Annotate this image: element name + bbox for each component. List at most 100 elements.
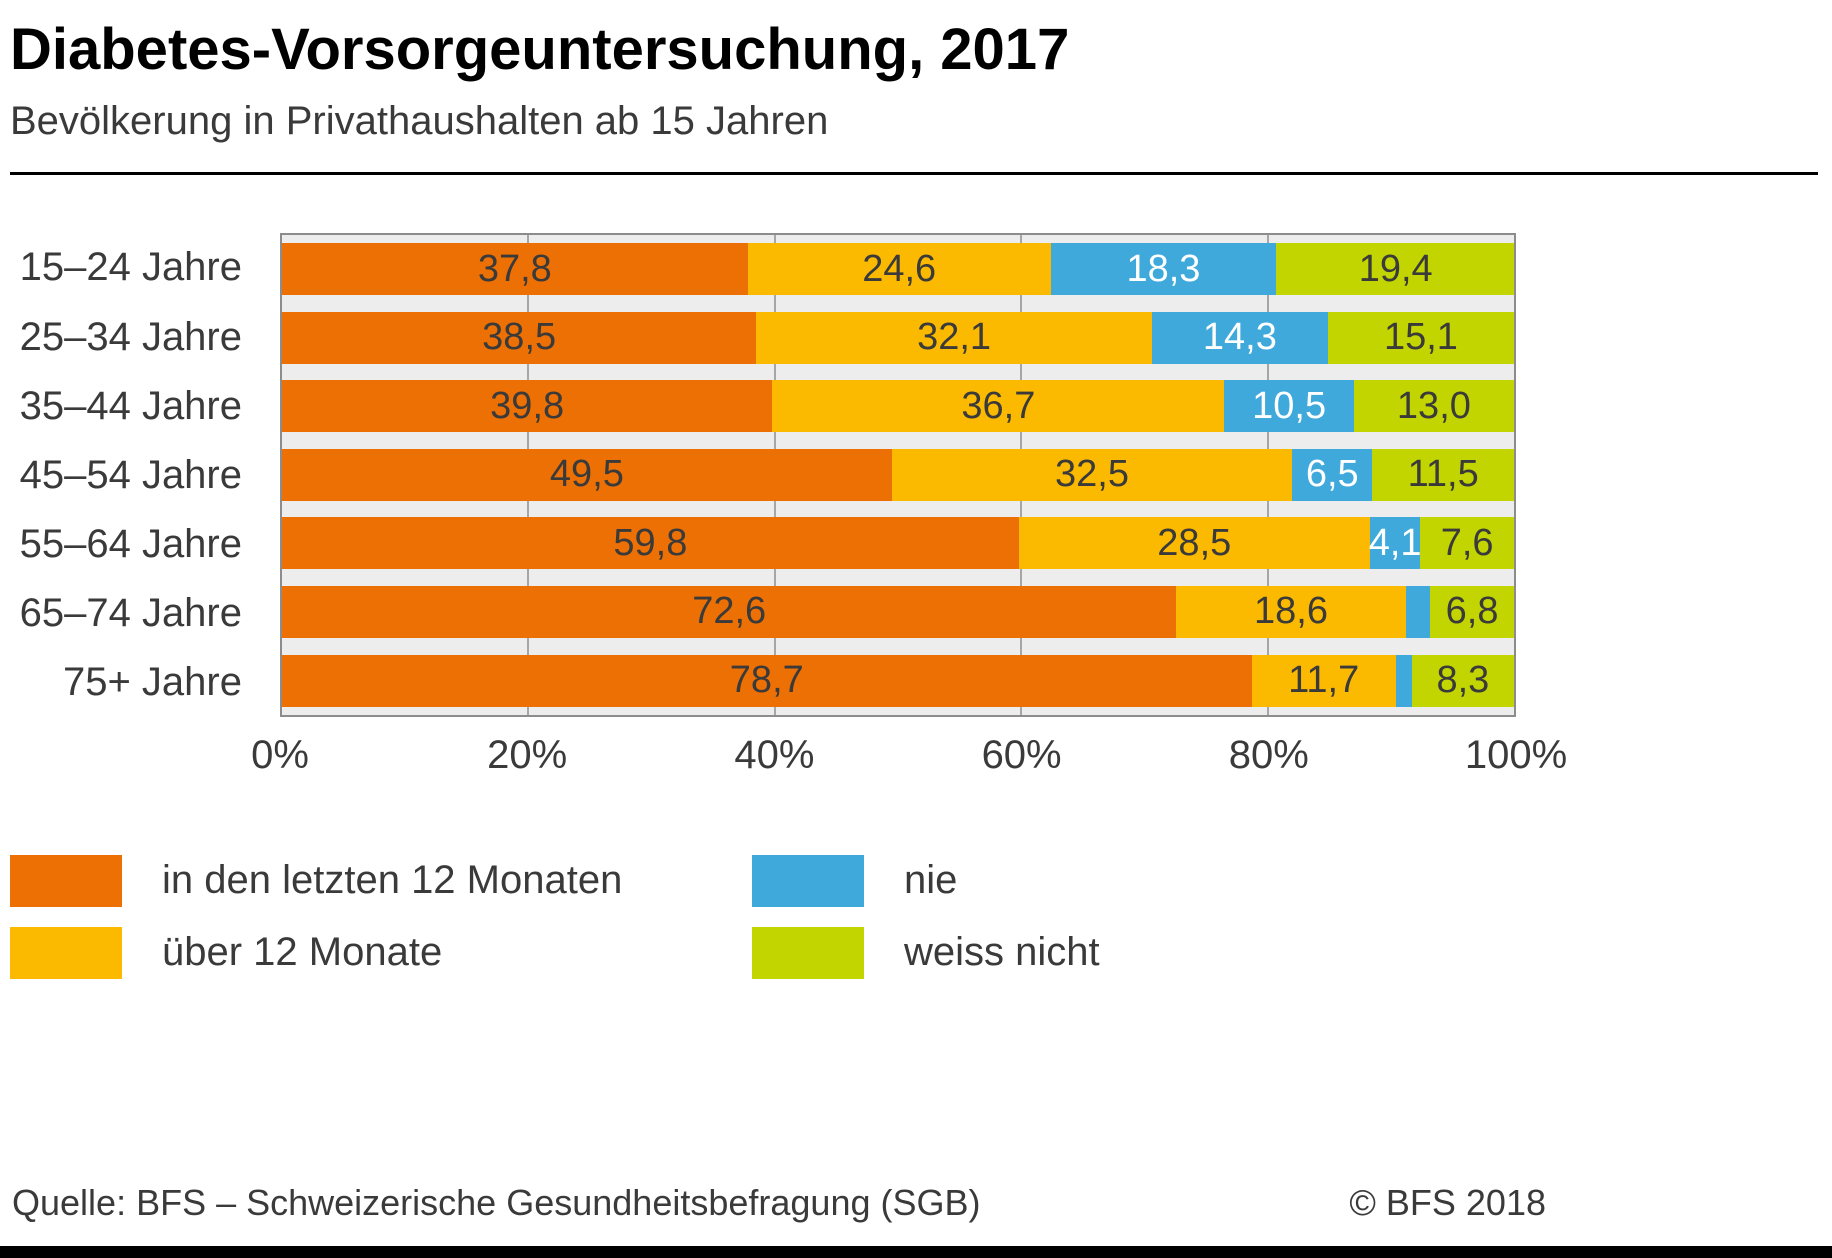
bar-segment: 24,6 [747,243,1051,296]
bar-value-label: 18,6 [1254,590,1328,633]
bar-segment: 28,5 [1018,517,1370,570]
bar-value-label: 14,3 [1202,316,1277,359]
legend-item: in den letzten 12 Monaten [10,854,752,907]
legend-label: weiss nicht [904,930,1100,975]
bar-row: 78,7 11,7 8,3 [282,654,1514,707]
x-tick-label: 40% [734,732,815,777]
bar-segment: 78,7 [282,654,1252,707]
bar-value-label: 32,1 [917,316,992,359]
bar-segment: 59,8 [282,517,1019,570]
legend-swatch [10,926,122,979]
legend-swatch [752,854,864,907]
bar-segment: 8,3 [1411,654,1514,707]
page: Diabetes-Vorsorgeuntersuchung, 2017 Bevö… [0,17,1832,1258]
bar-segment: 11,5 [1372,448,1514,501]
bar-segment [1395,654,1412,707]
category-label: 15–24 Jahre [19,245,242,290]
bar-segment: 10,5 [1224,380,1354,433]
legend-label: nie [904,858,958,903]
legend-item: weiss nicht [752,926,1100,979]
source-text: Quelle: BFS – Schweizerische Gesundheits… [12,1182,981,1223]
bar-row: 37,8 24,6 18,3 19,4 [282,243,1514,296]
category-label: 55–64 Jahre [19,522,242,567]
chart-subtitle: Bevölkerung in Privathaushalten ab 15 Ja… [10,98,829,143]
bar-row: 59,8 28,5 4,1 7,6 [282,517,1514,570]
x-axis: 0% 20% 40% 60% 80% 100% [251,727,1567,789]
bar-row: 39,8 36,7 10,5 13,0 [282,380,1514,433]
bar-segment: 72,6 [282,585,1177,638]
bar-value-label: 39,8 [490,384,565,427]
bar-value-label: 7,6 [1440,521,1494,564]
bar-value-label: 49,5 [549,453,624,496]
x-tick-label: 100% [1464,732,1568,777]
bar-value-label: 28,5 [1157,521,1232,564]
bar-value-label: 24,6 [862,247,937,290]
bar-segment: 18,6 [1176,585,1406,638]
bar-value-label: 18,3 [1126,247,1201,290]
legend-item: nie [752,854,1100,907]
bar-segment: 32,5 [891,448,1293,501]
category-label: 65–74 Jahre [19,591,242,636]
footer: Quelle: BFS – Schweizerische Gesundheits… [12,1182,1546,1224]
bar-row: 72,6 18,6 6,8 [282,585,1514,638]
bar-segment: 38,5 [282,311,757,364]
bar-segment: 6,5 [1292,448,1373,501]
bar-segment [1405,585,1431,638]
bar-segment: 6,8 [1430,585,1514,638]
category-label: 45–54 Jahre [19,452,242,497]
legend-label: in den letzten 12 Monaten [162,858,623,903]
bar-value-label: 36,7 [961,384,1036,427]
legend: in den letzten 12 Monaten über 12 Monate n… [10,854,1818,979]
header-divider [10,171,1818,175]
bar-segment: 15,1 [1327,311,1514,364]
bar-segment: 32,1 [756,311,1152,364]
plot-area: 37,8 24,6 18,3 19,4 38,5 32,1 14,3 15,1 39,8 36,7… [280,232,1516,717]
legend-swatch [752,926,864,979]
x-tick-label: 20% [487,732,568,777]
bar-row: 38,5 32,1 14,3 15,1 [282,311,1514,364]
x-tick-label: 0% [251,732,309,777]
bar-segment: 37,8 [282,243,748,296]
chart: 15–24 Jahre 25–34 Jahre 35–44 Jahre 45–54 J… [10,232,1818,717]
category-label: 75+ Jahre [62,660,242,705]
bar-row: 49,5 32,5 6,5 11,5 [282,448,1514,501]
bar-value-label: 32,5 [1055,453,1129,496]
bar-value-label: 72,6 [692,590,767,633]
bar-segment: 7,6 [1420,517,1514,570]
bar-value-label: 10,5 [1252,384,1327,427]
plot-rows: 37,8 24,6 18,3 19,4 38,5 32,1 14,3 15,1 39,8 36,7… [282,235,1514,715]
bar-segment: 18,3 [1050,243,1277,296]
legend-item: über 12 Monate [10,926,752,979]
category-label: 25–34 Jahre [19,314,242,359]
bar-segment: 4,1 [1368,517,1422,570]
bar-segment: 19,4 [1276,243,1514,296]
bar-value-label: 78,7 [729,659,804,702]
legend-swatch [10,854,122,907]
copyright-text: © BFS 2018 [1349,1182,1546,1223]
x-tick-label: 80% [1228,732,1309,777]
bar-value-label: 8,3 [1436,659,1490,702]
x-tick-label: 60% [981,732,1062,777]
bar-value-label: 19,4 [1358,247,1433,290]
bar-value-label: 6,8 [1445,590,1499,633]
bar-segment: 14,3 [1151,311,1328,364]
bar-value-label: 37,8 [477,247,552,290]
chart-title: Diabetes-Vorsorgeuntersuchung, 2017 [10,17,1070,82]
bar-segment: 49,5 [282,448,892,501]
bar-value-label: 15,1 [1383,316,1458,359]
bar-value-label: 4,1 [1368,521,1422,564]
bar-value-label: 59,8 [613,521,688,564]
bar-value-label: 38,5 [482,316,557,359]
bar-segment: 39,8 [282,380,773,433]
bar-segment: 13,0 [1353,380,1514,433]
bar-segment: 36,7 [772,380,1225,433]
footer-bar [0,1246,1832,1258]
y-axis-labels: 15–24 Jahre 25–34 Jahre 35–44 Jahre 45–54 J… [10,233,280,717]
legend-label: über 12 Monate [162,930,443,975]
bar-value-label: 13,0 [1396,384,1471,427]
bar-value-label: 6,5 [1305,453,1359,496]
bar-segment: 11,7 [1251,654,1396,707]
category-label: 35–44 Jahre [19,383,242,428]
bar-value-label: 11,5 [1407,453,1479,496]
bar-value-label: 11,7 [1288,659,1360,702]
